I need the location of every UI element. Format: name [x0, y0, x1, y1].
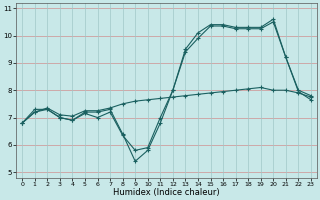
X-axis label: Humidex (Indice chaleur): Humidex (Indice chaleur) [113, 188, 220, 197]
